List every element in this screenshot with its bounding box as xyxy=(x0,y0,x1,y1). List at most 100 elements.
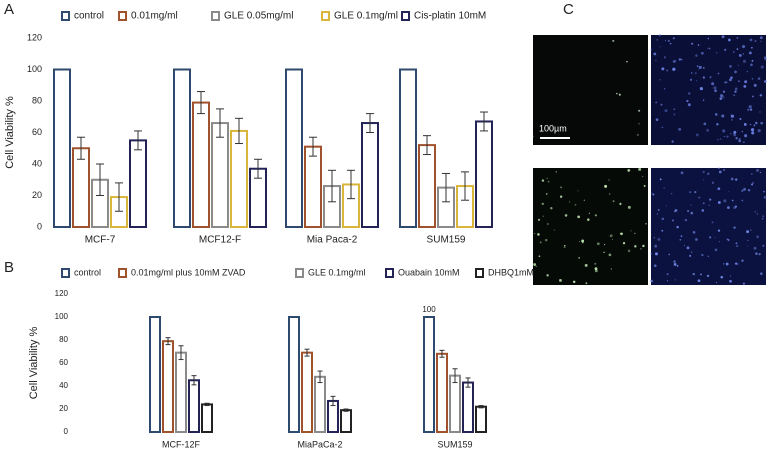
cell-dot xyxy=(537,233,540,236)
cell-dot xyxy=(595,269,598,273)
legend-swatch xyxy=(385,268,394,278)
bar xyxy=(449,374,461,433)
cell-dot xyxy=(545,193,548,195)
cell-dot xyxy=(547,180,550,183)
cell-dot xyxy=(753,246,757,250)
bar xyxy=(314,375,326,433)
error-bar xyxy=(204,402,210,407)
cell-dot xyxy=(672,37,675,40)
cell-dot xyxy=(687,209,690,213)
cell-dot xyxy=(603,251,605,254)
cell-dot xyxy=(742,59,747,63)
cell-dot xyxy=(578,257,581,259)
legend-swatch xyxy=(118,268,127,278)
y-tick-label: 0 xyxy=(37,221,42,231)
cell-dot xyxy=(659,46,661,48)
cell-dot xyxy=(655,59,657,62)
cell-dot xyxy=(752,182,754,184)
cell-dot xyxy=(671,192,673,195)
cell-dot xyxy=(664,109,668,113)
bar xyxy=(173,68,191,228)
x-tick-label: SUM159 xyxy=(427,235,466,246)
cell-dot xyxy=(676,225,679,229)
cell-dot xyxy=(762,215,765,218)
cell-dot xyxy=(538,255,541,258)
error-bar xyxy=(328,169,336,203)
cell-dot xyxy=(689,254,692,257)
cell-dot xyxy=(733,133,737,137)
cell-dot xyxy=(723,135,725,138)
error-bar xyxy=(366,113,374,133)
legend-label: control xyxy=(74,11,104,22)
cell-dot xyxy=(604,184,608,188)
cell-dot xyxy=(709,76,712,79)
cell-dot xyxy=(683,244,686,247)
cell-dot xyxy=(678,58,682,61)
cell-dot xyxy=(689,78,693,81)
error-bar xyxy=(309,136,317,157)
cell-dot xyxy=(661,126,664,129)
error-bar xyxy=(330,395,336,407)
cell-dot xyxy=(730,114,733,117)
cell-dot xyxy=(687,103,691,107)
cell-dot xyxy=(718,241,721,243)
cell-dot xyxy=(707,47,709,50)
bar xyxy=(149,316,161,433)
cell-dot xyxy=(760,65,764,69)
cell-dot xyxy=(756,168,759,172)
y-tick-label: 0 xyxy=(64,427,69,436)
cell-dot xyxy=(735,244,739,248)
cell-dot xyxy=(750,229,752,231)
cell-dot xyxy=(702,99,705,101)
cell-dot xyxy=(723,199,727,203)
cell-dot xyxy=(696,65,699,68)
cell-dot xyxy=(652,193,655,196)
cell-dot xyxy=(656,39,658,41)
cell-dot xyxy=(747,108,750,111)
cell-dot xyxy=(730,177,734,181)
cell-dot xyxy=(657,238,661,241)
cell-dot xyxy=(634,232,636,235)
error-bar xyxy=(423,135,431,156)
cell-dot xyxy=(724,48,727,51)
y-tick-label: 40 xyxy=(59,381,68,390)
legend-label: DHBQ1mM xyxy=(488,267,534,277)
micrograph xyxy=(533,168,648,285)
cell-dot xyxy=(695,133,699,137)
legend-swatch xyxy=(61,268,70,278)
cell-dot xyxy=(726,81,728,83)
cell-dot xyxy=(717,187,721,191)
bar xyxy=(301,351,313,433)
cell-dot xyxy=(762,244,765,247)
cell-dot xyxy=(743,141,745,143)
cell-dot xyxy=(737,64,740,66)
cell-dot xyxy=(660,103,663,106)
bar xyxy=(175,351,187,433)
cell-dot xyxy=(733,51,735,53)
cell-dot xyxy=(608,253,612,257)
cell-dot xyxy=(618,93,621,96)
cell-dot xyxy=(751,131,755,135)
cell-dot xyxy=(741,189,744,192)
y-tick-label: 20 xyxy=(59,404,68,413)
cell-dot xyxy=(702,76,706,79)
error-bar xyxy=(317,370,323,384)
cell-dot xyxy=(749,123,752,126)
cell-dot xyxy=(584,263,588,267)
error-bar xyxy=(191,375,197,386)
cell-dot xyxy=(560,186,562,189)
cell-dot xyxy=(563,246,566,249)
cell-dot xyxy=(717,167,720,170)
cell-dot xyxy=(734,205,738,208)
error-bar xyxy=(235,117,243,145)
cell-dot xyxy=(701,209,705,212)
cell-dot xyxy=(663,187,665,189)
cell-dot xyxy=(665,205,667,207)
cell-dot xyxy=(734,70,737,74)
cell-dot xyxy=(686,246,690,250)
cell-dot xyxy=(574,204,577,206)
cell-dot xyxy=(707,37,709,40)
cell-dot xyxy=(750,63,753,67)
cell-dot xyxy=(739,118,742,121)
error-bar xyxy=(197,91,205,115)
